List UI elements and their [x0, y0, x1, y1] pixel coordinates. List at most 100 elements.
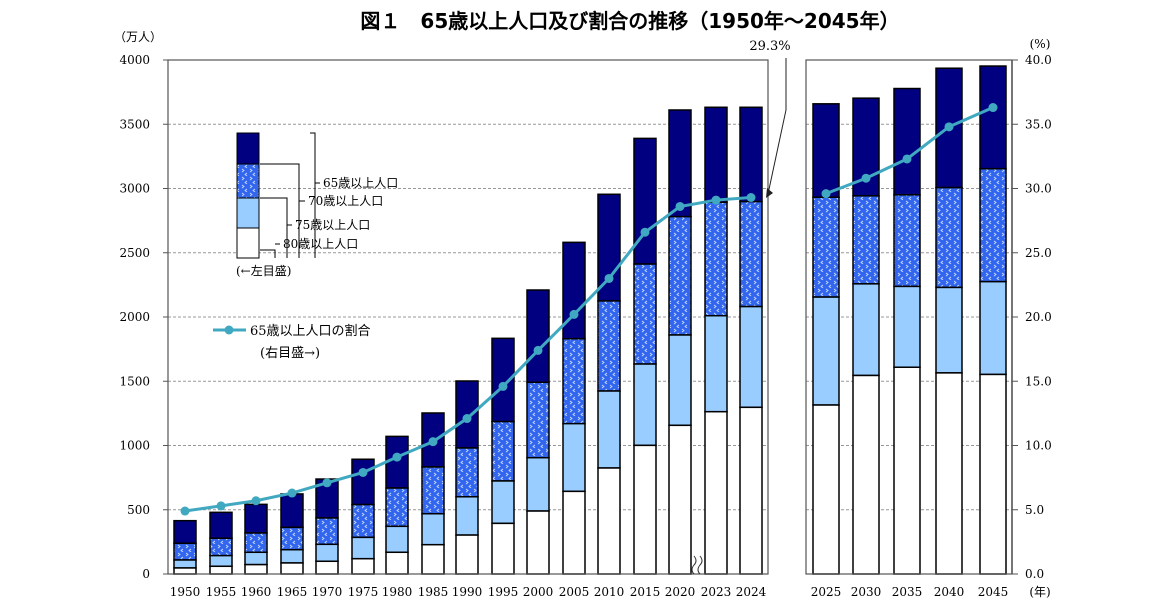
ratio-point-2025	[821, 189, 831, 199]
bar-segment-70-1990	[455, 447, 479, 498]
right-tick-label: 20.0	[1025, 310, 1052, 324]
ratio-point-1975	[358, 467, 368, 477]
chart-title: 図１ 65歳以上人口及び割合の推移（1950年～2045年）	[360, 9, 899, 33]
left-tick-label: 2500	[119, 246, 150, 260]
bar-segment-70-1995	[491, 420, 515, 482]
bar-segment-75-1970	[315, 543, 339, 563]
legend-swatch-80	[236, 227, 260, 259]
bar-segment-75-1975	[351, 536, 375, 560]
bar-segment-70-2010	[597, 300, 621, 392]
ratio-point-1950	[180, 506, 190, 516]
legend-label-75: 75歳以上人口	[295, 218, 370, 232]
x-tick-label: 1985	[418, 585, 449, 599]
ratio-point-1955	[216, 501, 226, 511]
bar-segment-80-2000	[526, 510, 550, 575]
right-tick-label: 25.0	[1025, 246, 1052, 260]
bar-segment-80-1965	[280, 562, 304, 575]
legend-bars: 65歳以上人口 70歳以上人口 75歳以上人口 80歳以上人口 (←左目盛)	[236, 132, 398, 278]
bar-segment-80-2045	[979, 373, 1007, 575]
bar-segment-80-2025	[812, 404, 840, 575]
bar-segment-80-2010	[597, 467, 621, 575]
x-tick-label: 2015	[630, 585, 661, 599]
x-tick-label: 2030	[851, 585, 882, 599]
ratio-point-1965	[287, 488, 297, 498]
bar-segment-75-2023	[704, 314, 728, 413]
bar-segment-70-2015	[633, 263, 657, 365]
ratio-point-2045	[988, 103, 998, 113]
x-tick-label: 2010	[594, 585, 625, 599]
bar-segment-80-2023	[704, 410, 728, 575]
bar-segment-70-1985	[421, 466, 445, 515]
ratio-point-1990	[462, 414, 472, 424]
bar-segment-80-2020	[668, 424, 692, 575]
bar-segment-75-2024	[739, 305, 763, 409]
legend-label-80: 80歳以上人口	[283, 237, 358, 251]
bar-segment-65-1975	[351, 458, 375, 506]
bar-segment-75-2030	[852, 283, 880, 377]
ratio-point-1970	[322, 478, 332, 488]
x-tick-label: 1975	[348, 585, 379, 599]
bar-segment-65-2000	[526, 289, 550, 384]
bar-segment-80-1955	[209, 565, 233, 575]
legend-line-marker	[224, 325, 234, 335]
left-tick-label: 1500	[119, 374, 150, 388]
bar-segment-80-2035	[893, 366, 921, 575]
x-tick-label: 1970	[312, 585, 343, 599]
x-tick-label: 2045	[978, 585, 1009, 599]
x-tick-label: 1980	[382, 585, 413, 599]
bar-segment-70-2005	[562, 337, 586, 425]
bar-segment-65-2045	[979, 65, 1007, 170]
bar-segment-75-1995	[491, 480, 515, 525]
bar-segment-75-2010	[597, 390, 621, 469]
bar-segment-75-2015	[633, 363, 657, 447]
x-axis-unit: (年)	[1029, 585, 1050, 599]
legend-bracket-80	[260, 243, 280, 258]
x-tick-label: 1950	[170, 585, 201, 599]
bar-segment-70-1965	[280, 526, 304, 551]
ratio-point-2015	[640, 227, 650, 237]
bar-segment-75-1980	[385, 525, 409, 554]
bar-segment-65-2020	[668, 109, 692, 218]
bar-segment-65-2005	[562, 241, 586, 340]
bar-segment-75-2045	[979, 280, 1007, 376]
bar-segment-70-1955	[209, 537, 233, 557]
bar-segment-75-2025	[812, 296, 840, 406]
bar-segment-65-1950	[173, 519, 197, 545]
bar-segment-65-1960	[244, 503, 268, 534]
left-tick-label: 3500	[119, 117, 150, 131]
x-tick-label: 2040	[934, 585, 965, 599]
legend-line: 65歳以上人口の割合 (右目盛→)	[213, 323, 371, 361]
bar-segment-70-2035	[893, 194, 921, 288]
bar-segment-80-2015	[633, 444, 657, 575]
x-tick-label: 1960	[241, 585, 272, 599]
bar-segment-65-2035	[893, 87, 921, 196]
bar-segment-70-2020	[668, 215, 692, 336]
right-tick-label: 40.0	[1025, 53, 1052, 67]
axis-break-icon	[691, 555, 703, 575]
bar-segment-65-2025	[812, 103, 840, 198]
legend-line-axis-note: (右目盛→)	[260, 346, 320, 361]
right-tick-label: 10.0	[1025, 439, 1052, 453]
bar-segment-75-1985	[421, 512, 445, 546]
left-tick-label: 500	[127, 503, 150, 517]
bar-segment-75-1965	[280, 548, 304, 564]
annotation-label: 29.3%	[749, 39, 790, 54]
ratio-point-2040	[944, 122, 954, 132]
legend-bars-axis-note: (←左目盛)	[236, 263, 291, 278]
bar-segment-70-2040	[935, 186, 963, 289]
x-tick-label: 1990	[452, 585, 483, 599]
bar-segment-65-2024	[739, 106, 763, 203]
bar-segment-80-1960	[244, 563, 268, 575]
right-axis-unit: (%)	[1030, 37, 1051, 51]
bar-segment-70-2024	[739, 200, 763, 308]
bar-segment-80-1980	[385, 551, 409, 575]
bar-segment-75-2040	[935, 286, 963, 374]
x-tick-label: 1995	[488, 585, 519, 599]
bar-segment-80-2030	[852, 374, 880, 575]
ratio-point-1960	[251, 496, 261, 506]
legend-label-70: 70歳以上人口	[308, 194, 383, 208]
right-tick-label: 30.0	[1025, 182, 1052, 196]
x-tick-label: 2025	[811, 585, 842, 599]
x-tick-label: 2035	[892, 585, 923, 599]
